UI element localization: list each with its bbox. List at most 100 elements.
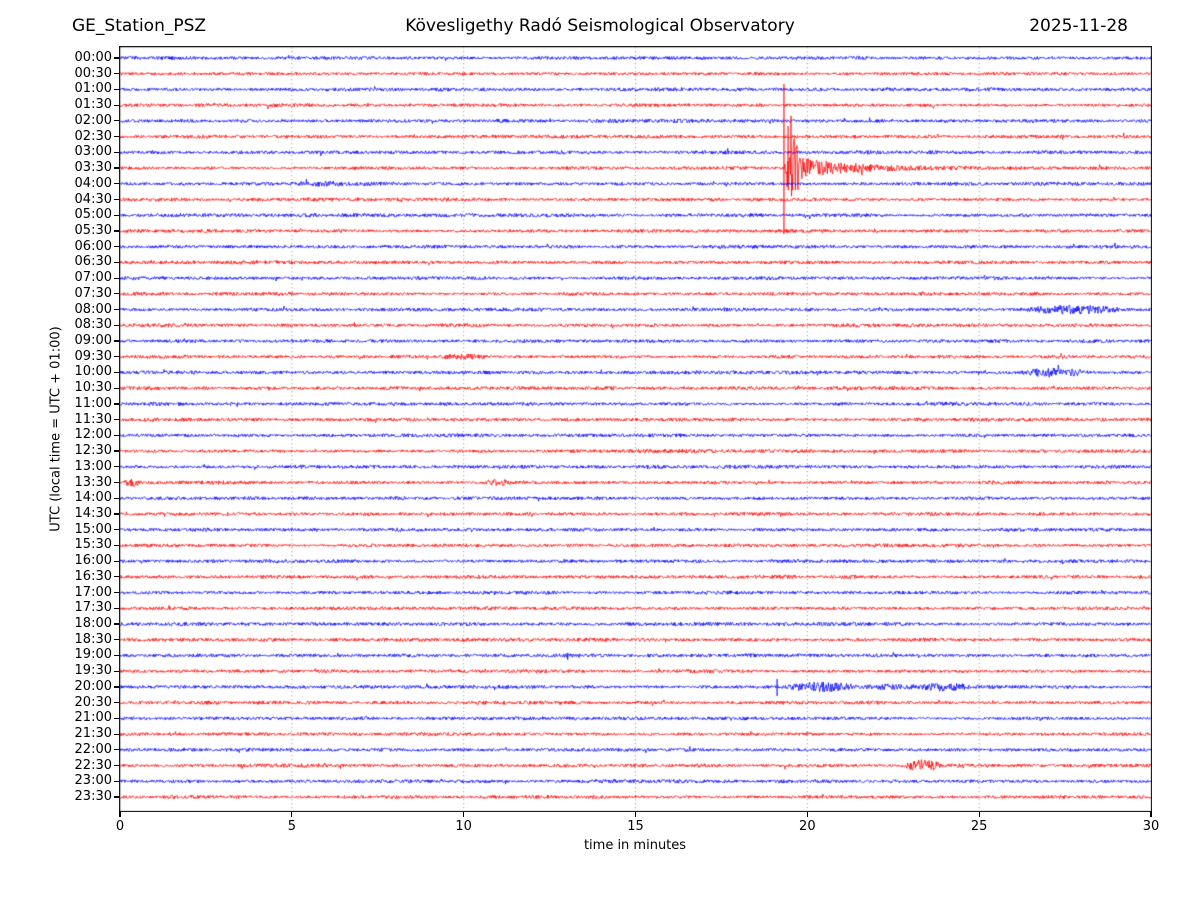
y-tick-label: 15:30 — [74, 537, 112, 553]
y-tick-label: 12:00 — [74, 427, 112, 443]
y-tick-mark — [114, 151, 119, 153]
y-tick-mark — [114, 481, 119, 484]
y-tick-mark — [114, 167, 119, 169]
x-tick-mark — [119, 812, 121, 817]
y-tick-label: 21:00 — [74, 710, 112, 726]
y-tick-label: 12:30 — [74, 443, 112, 459]
y-tick-label: 01:00 — [74, 81, 112, 97]
y-tick-label: 00:00 — [74, 50, 112, 65]
x-tick-label: 30 — [1142, 819, 1160, 834]
y-tick-label: 18:00 — [74, 616, 112, 632]
y-tick-label: 17:00 — [74, 584, 112, 600]
y-tick-label: 18:30 — [74, 631, 112, 647]
y-tick-label: 16:30 — [74, 568, 112, 584]
y-tick-label: 01:30 — [74, 97, 112, 113]
y-tick-label: 03:00 — [74, 144, 112, 160]
y-tick-label: 04:30 — [74, 191, 112, 207]
y-tick-mark — [114, 214, 119, 216]
y-tick-mark — [114, 324, 119, 326]
y-tick-label: 22:00 — [74, 741, 112, 757]
x-tick-mark — [634, 812, 637, 817]
x-tick-mark — [291, 812, 293, 817]
y-tick-label: 03:30 — [74, 160, 112, 176]
x-tick-label: 15 — [627, 819, 644, 834]
y-tick-mark — [114, 277, 119, 279]
y-tick-mark — [114, 764, 119, 767]
y-tick-mark — [114, 403, 119, 405]
y-tick-mark — [114, 513, 119, 515]
y-tick-mark — [114, 387, 119, 389]
y-tick-label: 07:00 — [74, 270, 112, 286]
y-tick-label: 08:30 — [74, 317, 112, 333]
y-tick-mark — [114, 796, 119, 798]
y-tick-mark — [114, 230, 119, 232]
y-tick-mark — [114, 261, 119, 263]
y-tick-label: 09:30 — [74, 348, 112, 364]
date-title: 2025-11-28 — [1029, 16, 1128, 36]
x-tick-mark — [806, 812, 808, 817]
y-tick-label: 11:00 — [74, 395, 112, 411]
y-tick-mark — [114, 544, 119, 546]
y-tick-mark — [114, 308, 119, 311]
y-tick-mark — [114, 434, 119, 436]
y-tick-label: 05:00 — [74, 207, 112, 223]
y-tick-label: 20:00 — [74, 678, 112, 694]
y-tick-label: 02:00 — [74, 112, 112, 128]
y-tick-label: 15:00 — [74, 521, 112, 537]
x-axis-label: time in minutes — [583, 838, 687, 853]
y-tick-label: 11:30 — [74, 411, 112, 427]
y-tick-label: 20:30 — [74, 694, 112, 710]
seismogram-canvas — [119, 46, 1152, 812]
y-tick-label: 09:00 — [74, 333, 112, 349]
x-tick-label: 0 — [115, 819, 125, 834]
y-tick-label: 13:00 — [74, 458, 112, 474]
station-title: GE_Station_PSZ — [72, 16, 207, 36]
y-tick-mark — [114, 591, 119, 594]
y-tick-mark — [114, 73, 119, 75]
y-tick-label: 04:00 — [74, 175, 112, 191]
y-tick-mark — [114, 497, 119, 499]
y-tick-label: 23:30 — [74, 789, 112, 804]
y-tick-mark — [114, 198, 119, 201]
y-tick-mark — [114, 104, 119, 106]
y-tick-mark — [114, 120, 119, 122]
y-tick-mark — [114, 607, 119, 609]
y-tick-label: 02:30 — [74, 128, 112, 144]
x-tick-mark — [1150, 812, 1152, 817]
y-tick-label: 14:00 — [74, 490, 112, 506]
y-tick-mark — [114, 450, 119, 452]
y-tick-mark — [114, 702, 119, 704]
y-tick-label: 10:30 — [74, 380, 112, 396]
y-tick-mark — [114, 733, 119, 735]
y-tick-mark — [114, 780, 119, 782]
y-tick-mark — [114, 356, 119, 358]
y-tick-mark — [114, 246, 119, 248]
y-tick-label: 08:00 — [74, 301, 112, 317]
y-tick-label: 22:30 — [74, 757, 112, 773]
y-tick-label: 00:30 — [74, 65, 112, 81]
y-tick-mark — [114, 623, 119, 625]
x-tick-label: 25 — [970, 819, 988, 834]
x-tick-mark — [978, 812, 980, 817]
y-tick-label: 07:30 — [74, 285, 112, 301]
y-tick-mark — [114, 136, 119, 138]
y-tick-mark — [114, 293, 119, 295]
y-tick-mark — [114, 88, 119, 91]
y-tick-label: 17:30 — [74, 600, 112, 616]
y-tick-mark — [114, 686, 119, 688]
y-tick-mark — [114, 340, 119, 342]
y-tick-mark — [114, 576, 119, 578]
y-tick-mark — [114, 466, 119, 468]
x-tick-label: 10 — [455, 819, 472, 834]
y-tick-label: 21:30 — [74, 726, 112, 742]
y-tick-label: 23:00 — [74, 773, 112, 789]
x-tick-label: 20 — [799, 819, 816, 834]
y-tick-mark — [114, 670, 119, 672]
y-tick-mark — [114, 639, 119, 641]
y-tick-mark — [114, 57, 119, 59]
y-tick-mark — [114, 560, 119, 562]
y-tick-label: 14:30 — [74, 505, 112, 521]
x-tick-mark — [463, 812, 465, 817]
x-tick-label: 5 — [287, 819, 296, 834]
